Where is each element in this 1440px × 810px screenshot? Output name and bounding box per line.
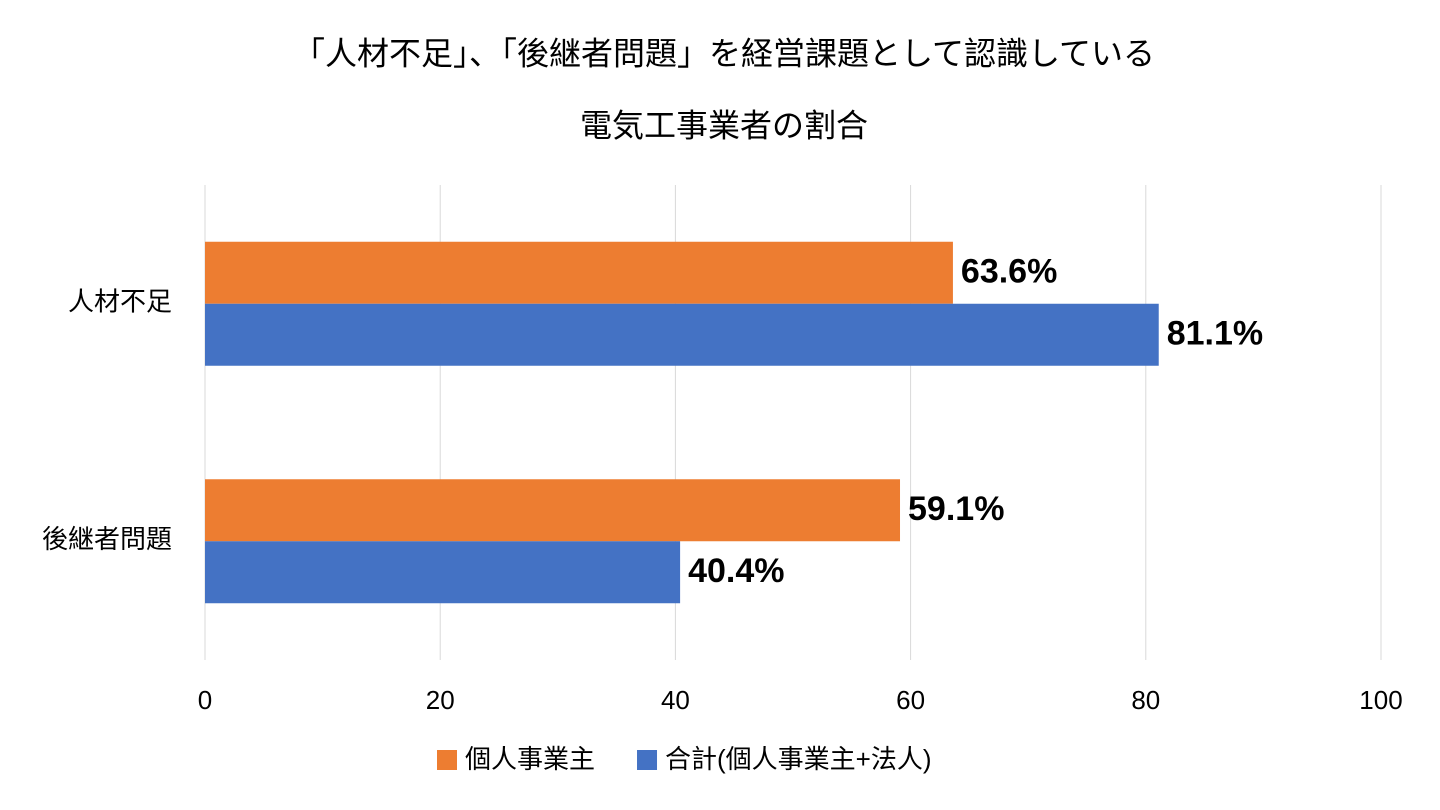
data-label: 59.1% (908, 490, 1004, 528)
chart-title: 電気工事業者の割合 (580, 107, 868, 143)
x-tick-label: 80 (1131, 685, 1160, 715)
x-tick-label: 20 (426, 685, 455, 715)
bar (205, 303, 1159, 366)
x-tick-label: 60 (896, 685, 925, 715)
y-tick-label: 後継者問題 (42, 524, 172, 554)
data-label: 81.1% (1167, 315, 1263, 353)
bar (205, 479, 901, 542)
x-tick-label: 100 (1359, 685, 1402, 715)
x-tick-label: 40 (661, 685, 690, 715)
legend-label: 個人事業主 (465, 744, 595, 774)
data-label: 63.6% (961, 253, 1057, 291)
legend-swatch (437, 750, 457, 770)
legend-label: 合計(個人事業主+法人) (665, 744, 932, 774)
bar (205, 241, 953, 304)
x-tick-label: 0 (198, 685, 212, 715)
legend-swatch (637, 750, 658, 770)
y-tick-label: 人材不足 (68, 287, 172, 317)
chart-title: 「人材不足」、「後継者問題」を経営課題として認識している (293, 35, 1155, 71)
bar (205, 541, 681, 604)
data-label: 40.4% (688, 552, 784, 590)
